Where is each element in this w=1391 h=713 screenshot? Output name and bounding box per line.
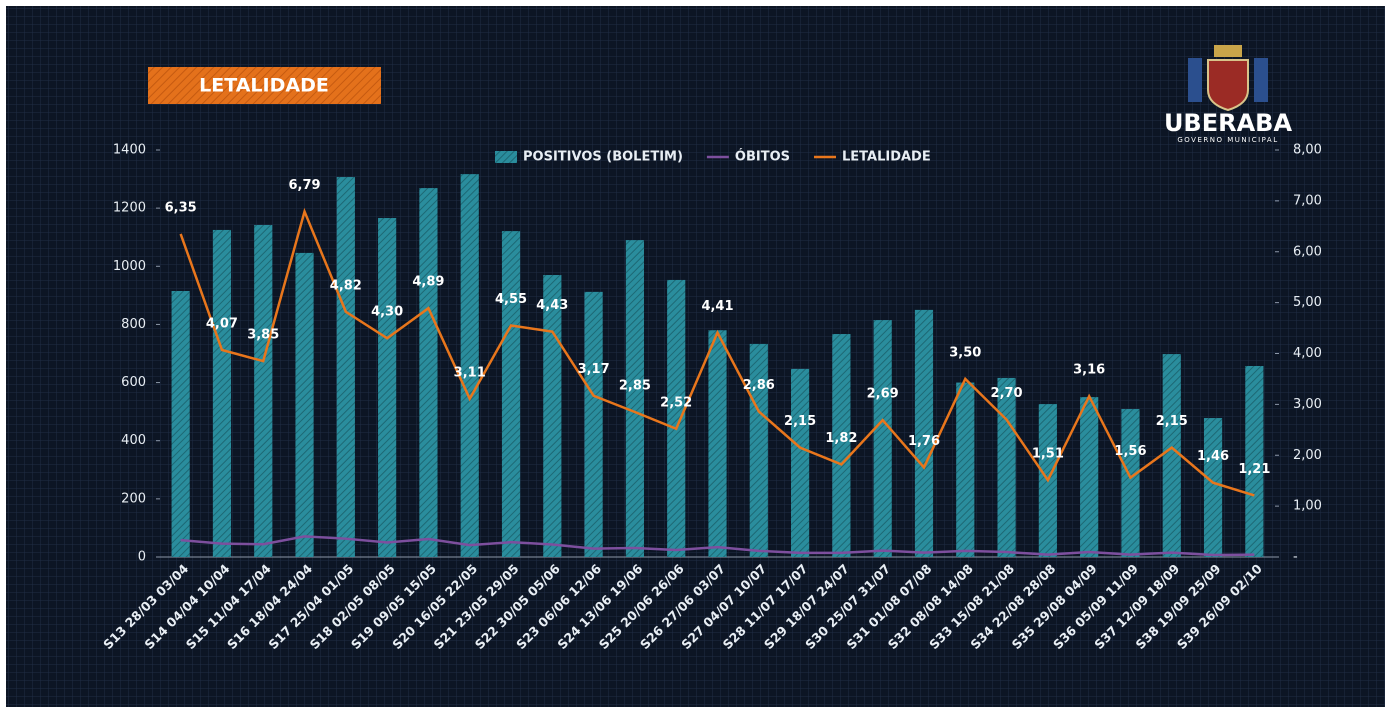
data-label: 3,11 xyxy=(454,365,486,380)
bar xyxy=(667,279,686,557)
bar xyxy=(1162,354,1181,557)
data-label: 2,70 xyxy=(991,386,1023,401)
bar xyxy=(1245,366,1264,557)
logo-title: UBERABA xyxy=(1164,109,1293,137)
logo-shield xyxy=(1207,59,1249,112)
y2-tick-label: 2,00 xyxy=(1293,448,1322,463)
bar xyxy=(873,320,892,557)
y2-tick-label: 4,00 xyxy=(1293,346,1322,361)
data-label: 1,76 xyxy=(908,434,940,449)
bar xyxy=(378,218,397,557)
data-label: 6,35 xyxy=(165,200,197,215)
data-label: 1,82 xyxy=(825,431,857,446)
data-label: 3,50 xyxy=(949,345,981,360)
y2-tick-label: 5,00 xyxy=(1293,295,1322,310)
bar xyxy=(749,343,768,557)
data-label: 4,07 xyxy=(206,316,238,331)
bar xyxy=(914,309,934,557)
bar xyxy=(543,275,562,557)
y2-tick-label: 3,00 xyxy=(1293,397,1322,412)
y2-tick-label: 8,00 xyxy=(1293,143,1322,158)
line xyxy=(179,207,1255,497)
data-label: 3,16 xyxy=(1073,363,1105,378)
badge xyxy=(148,67,381,104)
badge-text: LETALIDADE xyxy=(199,75,329,97)
bar xyxy=(171,290,190,557)
bar xyxy=(832,334,851,557)
legend-label: LETALIDADE xyxy=(842,150,931,165)
data-label: 2,15 xyxy=(784,414,816,429)
y-tick-label: 0 xyxy=(138,550,146,565)
data-label: 6,79 xyxy=(288,178,320,193)
bar xyxy=(1121,409,1140,557)
y-tick-label: 1400 xyxy=(113,143,146,158)
data-label: 4,82 xyxy=(330,278,362,293)
data-label: 2,52 xyxy=(660,395,692,410)
bar xyxy=(625,240,644,557)
bar xyxy=(956,382,975,557)
logo xyxy=(1188,45,1268,112)
y-tick-label: 600 xyxy=(121,375,146,390)
y-tick-label: 200 xyxy=(121,491,146,506)
bar xyxy=(336,177,355,557)
bar xyxy=(501,231,521,557)
y-tick-label: 800 xyxy=(121,317,146,332)
bar xyxy=(708,330,727,557)
line xyxy=(180,535,1255,557)
bar xyxy=(1203,418,1223,557)
y2-tick-label: 1,00 xyxy=(1293,499,1322,514)
legend-swatch xyxy=(495,151,517,163)
legend-label: ÓBITOS xyxy=(735,149,790,165)
bar xyxy=(419,188,438,558)
y2-tick-label: 7,00 xyxy=(1293,193,1322,208)
logo-figure xyxy=(1254,58,1268,102)
y-tick-label: 1000 xyxy=(113,259,146,274)
data-label: 4,30 xyxy=(371,305,403,320)
y-tick-label: 1200 xyxy=(113,201,146,216)
bar xyxy=(997,377,1016,557)
background xyxy=(6,6,1385,707)
data-label: 4,43 xyxy=(536,298,568,313)
data-label: 1,56 xyxy=(1114,444,1146,459)
bar xyxy=(254,225,273,558)
bar xyxy=(212,229,232,558)
logo-subtitle: GOVERNO MUNICIPAL xyxy=(1177,136,1278,144)
data-label: 3,85 xyxy=(247,328,279,343)
bar xyxy=(460,174,479,558)
data-label: 2,86 xyxy=(743,378,775,393)
data-label: 1,51 xyxy=(1032,447,1064,462)
data-label: 1,46 xyxy=(1197,449,1229,464)
y2-tick-label: - xyxy=(1293,550,1298,565)
data-label: 2,85 xyxy=(619,379,651,394)
data-label: 4,41 xyxy=(701,299,733,314)
bar xyxy=(295,252,314,558)
data-label: 4,89 xyxy=(412,275,444,290)
bar xyxy=(584,291,603,557)
legend-label: POSITIVOS (BOLETIM) xyxy=(523,150,683,165)
y2-tick-label: 6,00 xyxy=(1293,244,1322,259)
bar xyxy=(791,368,810,557)
data-label: 3,17 xyxy=(578,362,610,377)
data-label: 4,55 xyxy=(495,292,527,307)
y-tick-label: 400 xyxy=(121,433,146,448)
data-label: 2,15 xyxy=(1156,414,1188,429)
data-label: 1,21 xyxy=(1238,462,1270,477)
bar xyxy=(1080,397,1099,557)
logo-crown xyxy=(1214,45,1242,57)
logo-figure xyxy=(1188,58,1202,102)
data-label: 2,69 xyxy=(867,387,899,402)
